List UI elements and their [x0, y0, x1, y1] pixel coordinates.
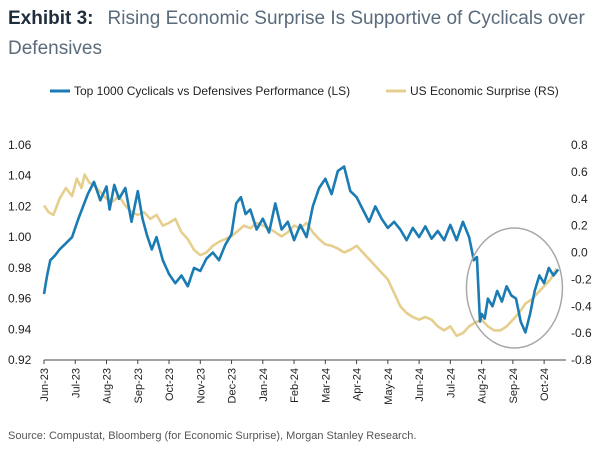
right-tick-label: 0.0: [571, 246, 588, 260]
x-tick-label: Apr-24: [352, 368, 364, 401]
right-tick-label: -0.6: [571, 326, 592, 340]
x-tick-label: Jul-24: [445, 368, 457, 398]
chart-canvas: Top 1000 Cyclicals vs Defensives Perform…: [8, 84, 592, 405]
right-tick-label: 0.6: [571, 165, 588, 179]
chart-title: Exhibit 3: Rising Economic Surprise Is Su…: [8, 4, 604, 64]
x-tick-label: May-24: [383, 368, 395, 405]
series-line-cyclicals: [42, 165, 560, 334]
left-tick-label: 1.02: [8, 199, 32, 213]
x-tick-label: Jun-23: [39, 368, 51, 402]
x-tick-label: Sep-23: [133, 368, 145, 403]
left-tick-label: 0.96: [8, 292, 32, 306]
x-tick-label: Oct-24: [539, 368, 551, 401]
title-text: Rising Economic Surprise Is Supportive o…: [8, 8, 585, 59]
x-tick-label: Jan-24: [258, 368, 270, 402]
x-tick-label: Mar-24: [320, 368, 332, 403]
x-tick-label: Aug-24: [477, 368, 489, 403]
right-tick-label: -0.4: [571, 299, 592, 313]
right-tick-label: -0.2: [571, 272, 592, 286]
left-tick-label: 1.04: [8, 169, 32, 183]
right-tick-label: 0.8: [571, 138, 588, 152]
exhibit-label: Exhibit 3:: [8, 8, 94, 29]
x-tick-label: Nov-23: [195, 368, 207, 403]
highlight-circle: [465, 227, 564, 349]
x-tick-label: Jul-23: [70, 368, 82, 398]
source-note: Source: Compustat, Bloomberg (for Econom…: [8, 430, 417, 442]
left-tick-label: 1.00: [8, 230, 32, 244]
left-tick-label: 1.06: [8, 138, 32, 152]
left-tick-label: 0.92: [8, 353, 32, 367]
x-tick-label: Sep-24: [508, 368, 520, 403]
right-tick-label: -0.8: [571, 353, 592, 367]
x-tick-label: Oct-23: [164, 368, 176, 401]
x-tick-label: Feb-24: [289, 368, 301, 403]
right-tick-label: 0.4: [571, 192, 588, 206]
x-tick-label: Dec-23: [227, 368, 239, 403]
right-tick-label: 0.2: [571, 219, 588, 233]
x-tick-label: Aug-23: [102, 368, 114, 403]
legend-label-surprise: US Economic Surprise (RS): [410, 84, 559, 98]
legend-label-cyclicals: Top 1000 Cyclicals vs Defensives Perform…: [74, 84, 350, 98]
left-tick-label: 0.94: [8, 322, 32, 336]
left-tick-label: 0.98: [8, 261, 32, 275]
x-tick-label: Jun-24: [414, 368, 426, 402]
